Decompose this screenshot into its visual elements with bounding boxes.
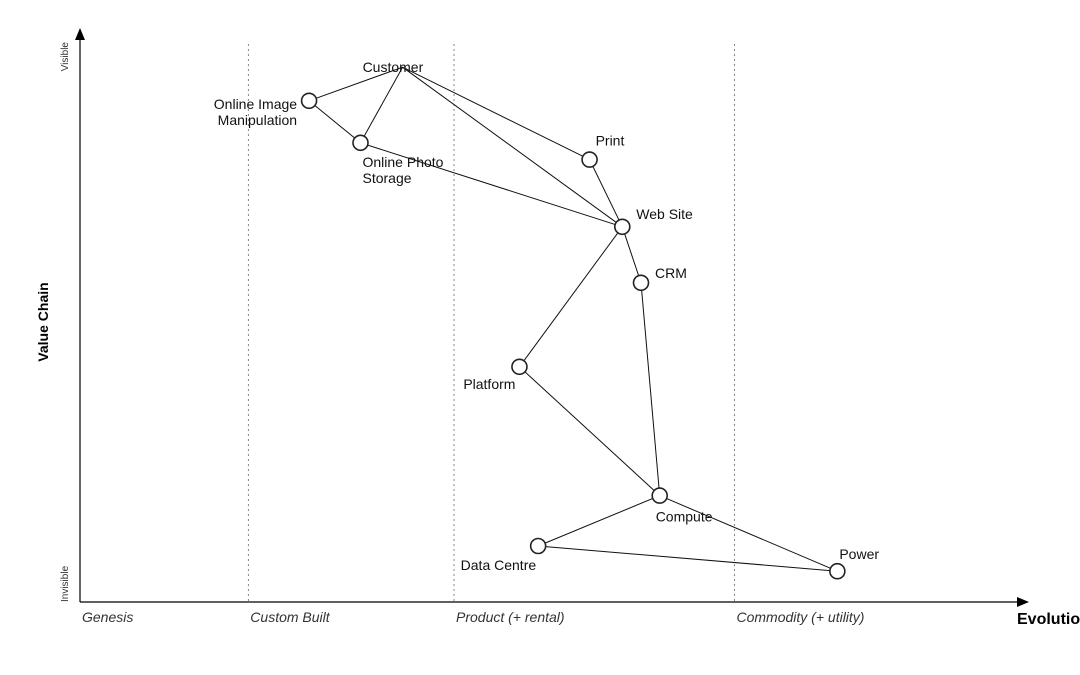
edge [538,546,837,571]
node-label-customer: Customer [363,59,424,75]
node-label-print: Print [596,133,625,149]
node-label-power: Power [839,546,879,562]
node-label-crm: CRM [655,265,687,281]
node-label-img_manip: Online ImageManipulation [214,96,297,128]
node-crm [634,275,649,290]
node-storage [353,135,368,150]
edge [403,67,623,227]
node-datacentre [531,539,546,554]
node-platform [512,359,527,374]
y-axis-title: Value Chain [35,282,51,361]
y-tick-label: Visible [60,42,71,72]
edge [641,283,660,496]
stage-label: Product (+ rental) [456,609,565,625]
x-axis-title: Evolution [1017,611,1080,628]
node-compute [652,488,667,503]
node-print [582,152,597,167]
edge [361,67,403,143]
node-label-compute: Compute [656,509,713,525]
edge [403,67,590,159]
node-label-website: Web Site [636,206,693,222]
node-power [830,564,845,579]
edges-group [309,67,837,571]
edge [622,227,641,283]
edge [660,496,838,572]
y-tick-label: Invisible [60,565,71,602]
edge [309,101,360,143]
wardley-map-svg: Invisible Visible Value Chain Genesis Custom… [0,0,1080,675]
stage-label: Custom Built [250,609,330,625]
edge [519,367,659,496]
y-axis-arrow [75,28,85,40]
node-label-storage: Online PhotoStorage [363,154,444,186]
edge [519,227,622,367]
labels-group: Customer Online ImageManipulation Online P… [214,59,880,573]
stage-label: Commodity (+ utility) [737,609,865,625]
stage-label: Genesis [82,609,133,625]
node-label-platform: Platform [463,376,515,392]
node-label-datacentre: Data Centre [461,557,537,573]
edge [538,496,660,546]
edge [590,160,623,227]
node-img_manip [302,93,317,108]
node-website [615,219,630,234]
x-axis-arrow [1017,597,1029,607]
